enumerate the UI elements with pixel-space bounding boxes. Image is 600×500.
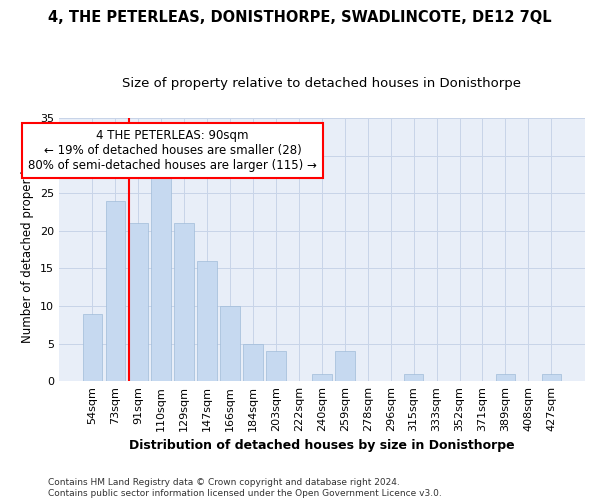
Bar: [151, 170, 171, 381]
Bar: [83, 314, 102, 381]
Bar: [220, 306, 240, 381]
X-axis label: Distribution of detached houses by size in Donisthorpe: Distribution of detached houses by size …: [129, 440, 515, 452]
Title: Size of property relative to detached houses in Donisthorpe: Size of property relative to detached ho…: [122, 78, 521, 90]
Bar: [106, 201, 125, 381]
Text: 4, THE PETERLEAS, DONISTHORPE, SWADLINCOTE, DE12 7QL: 4, THE PETERLEAS, DONISTHORPE, SWADLINCO…: [48, 10, 552, 25]
Bar: [312, 374, 332, 381]
Bar: [128, 224, 148, 381]
Bar: [175, 224, 194, 381]
Bar: [542, 374, 561, 381]
Bar: [197, 261, 217, 381]
Y-axis label: Number of detached properties: Number of detached properties: [21, 156, 34, 342]
Bar: [243, 344, 263, 381]
Bar: [496, 374, 515, 381]
Text: Contains HM Land Registry data © Crown copyright and database right 2024.
Contai: Contains HM Land Registry data © Crown c…: [48, 478, 442, 498]
Bar: [335, 351, 355, 381]
Bar: [266, 351, 286, 381]
Bar: [404, 374, 424, 381]
Text: 4 THE PETERLEAS: 90sqm
← 19% of detached houses are smaller (28)
80% of semi-det: 4 THE PETERLEAS: 90sqm ← 19% of detached…: [28, 130, 317, 172]
